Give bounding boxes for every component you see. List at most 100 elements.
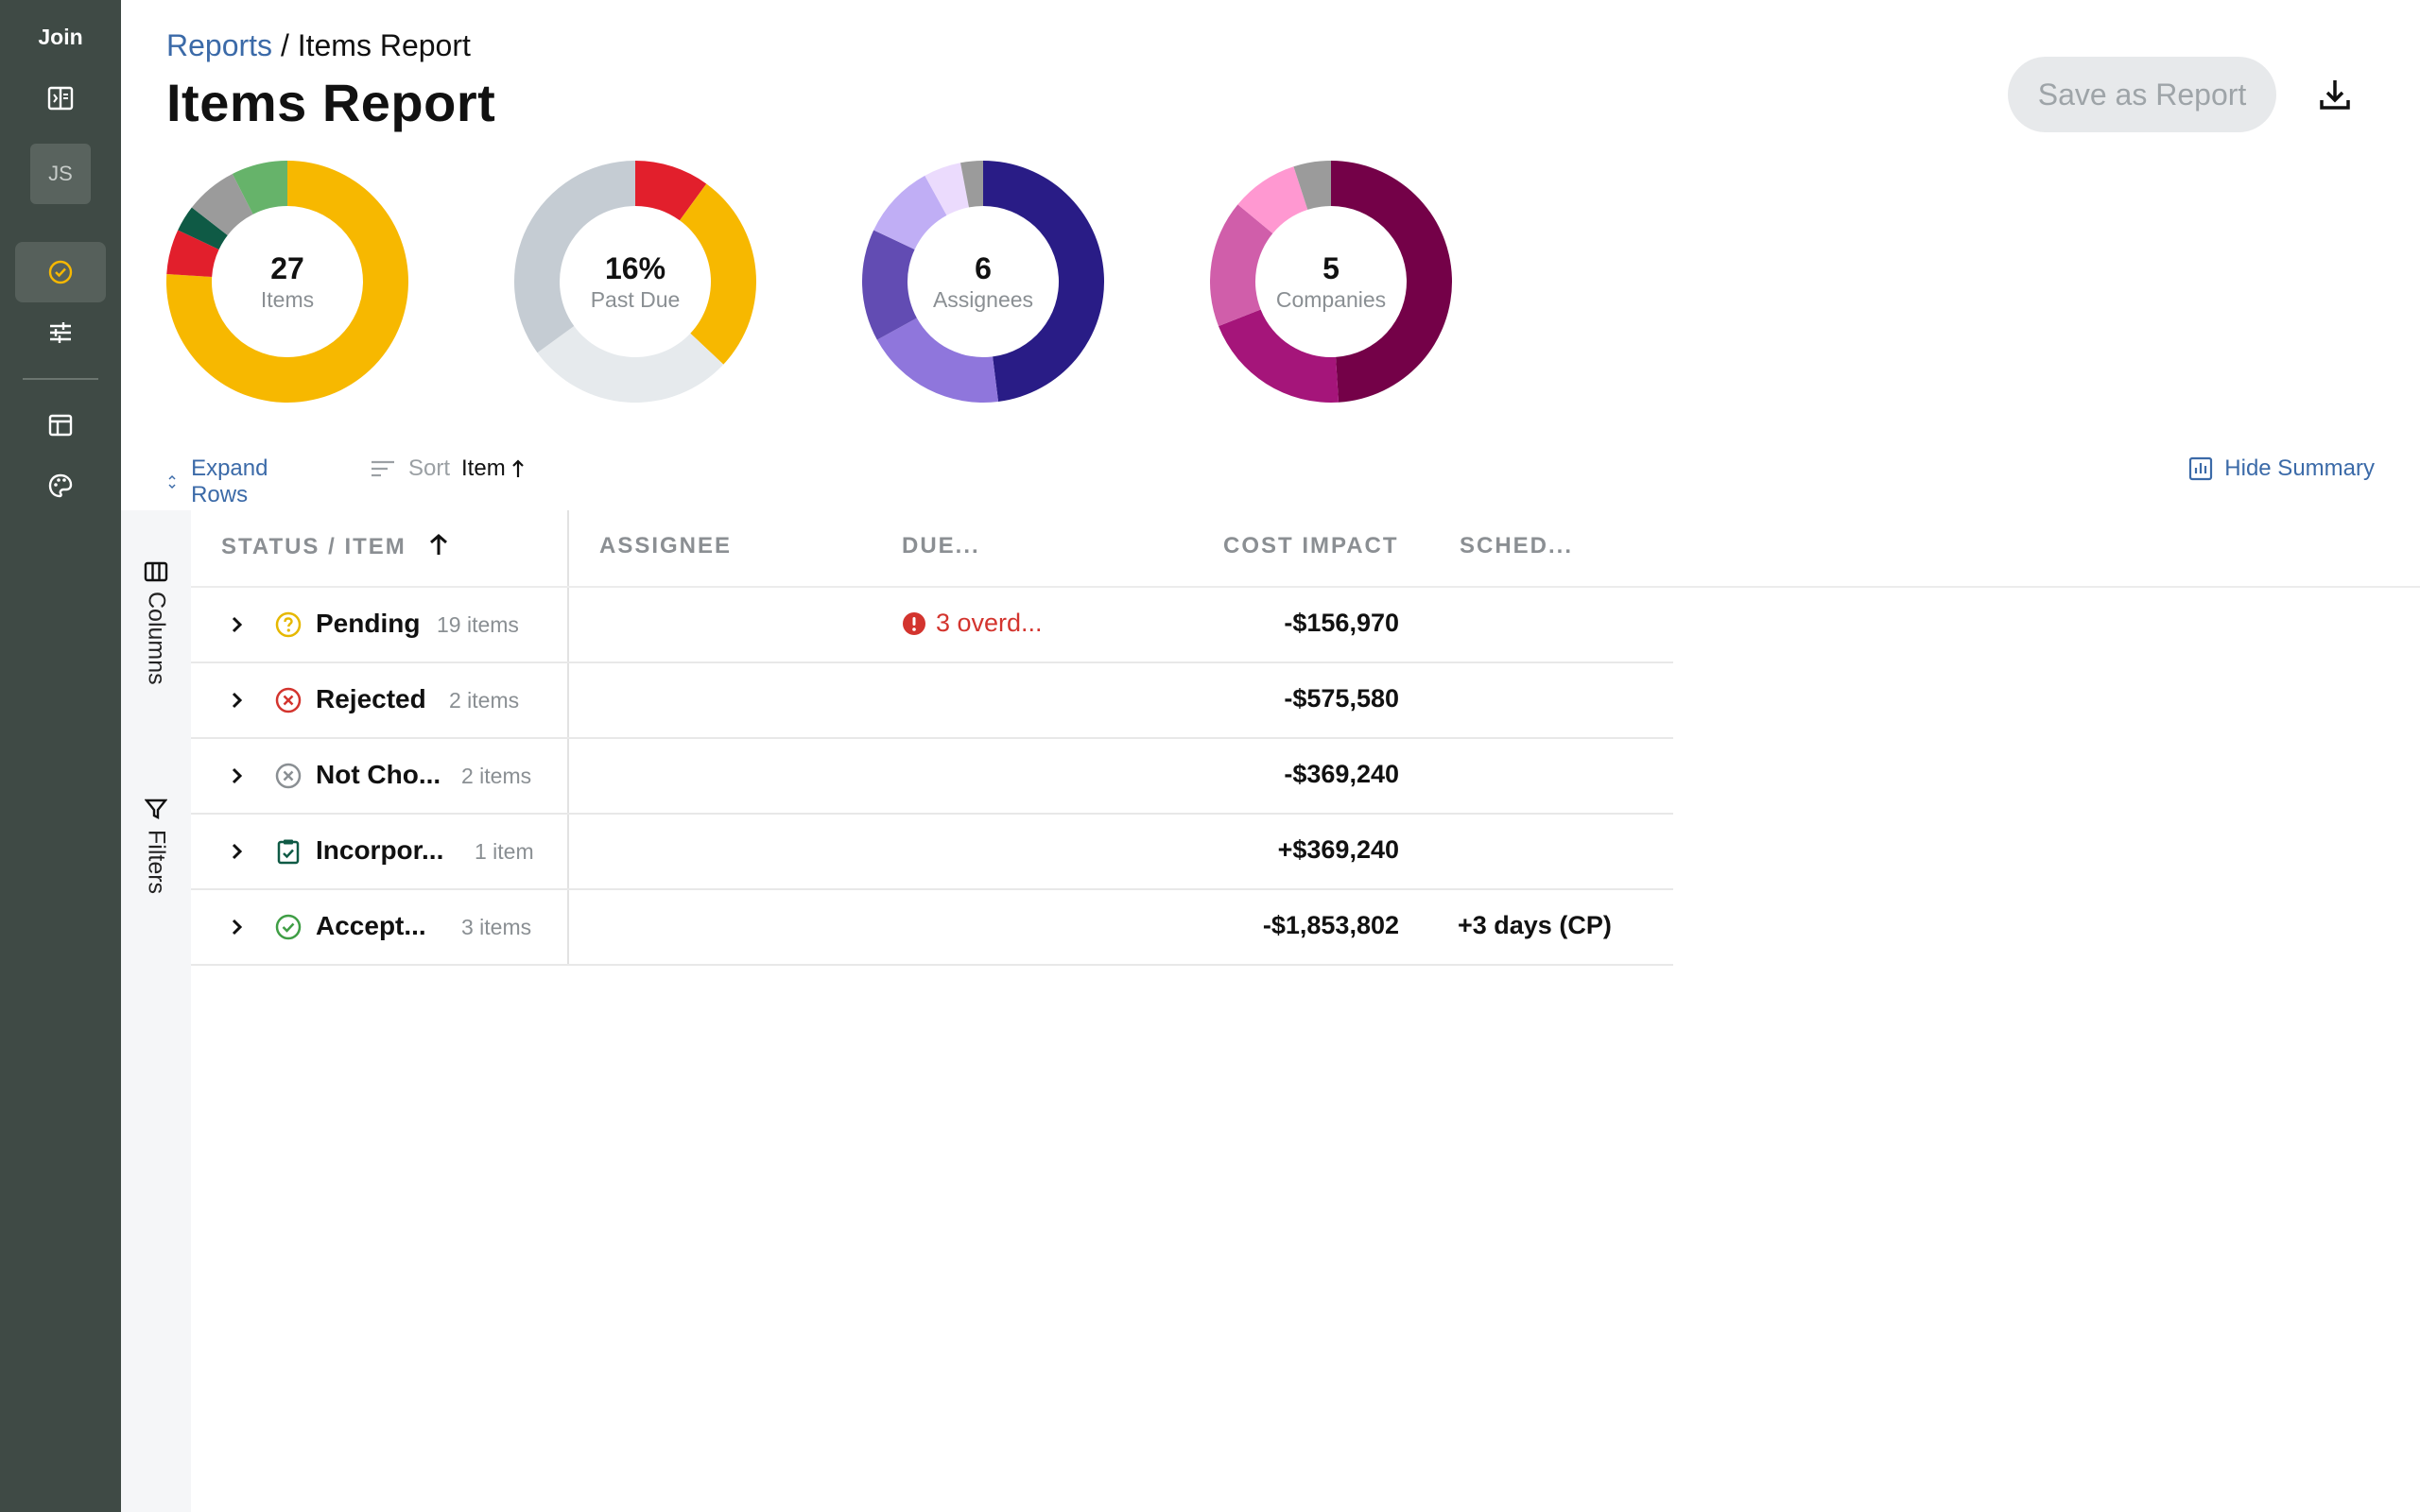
donut-value: 27 <box>270 251 304 285</box>
columns-label: Columns <box>143 592 170 685</box>
chevron-right-icon[interactable] <box>225 686 250 714</box>
table-row[interactable]: Pending 19 items 3 overd... -$156,970 <box>191 588 1673 663</box>
donut-ring <box>514 161 756 403</box>
donut-segment[interactable] <box>191 173 253 235</box>
hide-summary-label: Hide Summary <box>2224 455 2375 481</box>
chevron-right-icon[interactable] <box>225 610 250 639</box>
filters-label: Filters <box>143 830 170 895</box>
donut-companies[interactable]: 5 Companies <box>1210 161 1452 403</box>
donut-segment[interactable] <box>983 161 1104 402</box>
columns-toggle[interactable]: Columns <box>121 561 191 685</box>
donut-segment[interactable] <box>1331 161 1452 403</box>
page-title: Items Report <box>166 73 496 132</box>
check-circle-icon[interactable] <box>42 253 79 291</box>
donut-assignees[interactable]: 6 Assignees <box>862 161 1104 403</box>
donut-segment[interactable] <box>232 161 287 215</box>
sort-ascending-arrow-icon <box>511 459 524 477</box>
sort-value: Item <box>461 455 506 481</box>
breadcrumb-current: Items Report <box>297 28 471 62</box>
rejected-x-icon <box>275 687 302 713</box>
app-sidebar: Join JS <box>0 0 121 1512</box>
donut-segment[interactable] <box>862 230 917 340</box>
header-status-item[interactable]: STATUS / ITEM <box>221 533 450 560</box>
sort-up-arrow-icon <box>430 534 448 555</box>
hide-summary-button[interactable]: Hide Summary <box>2188 455 2375 482</box>
donut-segment[interactable] <box>166 230 219 277</box>
item-count: 2 items <box>449 688 520 713</box>
table-row[interactable]: Rejected 2 items -$575,580 <box>191 663 1673 739</box>
header-cost-impact[interactable]: COST IMPACT <box>1223 533 1399 558</box>
donut-segment[interactable] <box>1293 161 1331 210</box>
side-rail: Columns Filters <box>121 510 191 1512</box>
table-row[interactable]: Accept... 3 items -$1,853,802 +3 days (C… <box>191 890 1673 966</box>
breadcrumb-link-reports[interactable]: Reports <box>166 28 273 62</box>
status-name: Accept... <box>316 911 426 940</box>
donut-items[interactable]: 27 Items <box>166 161 408 403</box>
sort-control[interactable]: Sort Item <box>371 455 525 482</box>
incorporated-clipboard-icon <box>277 839 300 865</box>
chevron-right-icon[interactable] <box>225 837 250 866</box>
donut-segment[interactable] <box>1218 309 1340 403</box>
header-status-item-label: STATUS / ITEM <box>221 534 406 559</box>
chevron-right-icon[interactable] <box>225 913 250 941</box>
table-row[interactable]: Not Cho... 2 items -$369,240 <box>191 739 1673 815</box>
brand-logo[interactable]: Join <box>38 25 83 49</box>
donut-value: 5 <box>1322 251 1340 285</box>
donut-segment[interactable] <box>680 183 756 365</box>
header-due[interactable]: DUE... <box>902 533 980 558</box>
donut-ring <box>166 161 408 403</box>
cost-impact: -$1,853,802 <box>1262 911 1399 939</box>
filter-icon <box>145 799 167 819</box>
item-count: 2 items <box>461 764 532 788</box>
donut-segment[interactable] <box>514 161 635 353</box>
alert-icon <box>903 611 925 635</box>
schedule-impact: +3 days (CP) <box>1458 911 1612 939</box>
donut-past-due[interactable]: 16% Past Due <box>514 161 756 403</box>
status-name: Pending <box>316 609 421 638</box>
donut-label: Past Due <box>590 287 681 312</box>
cost-impact: -$575,580 <box>1284 684 1399 713</box>
sidebar-toggle-icon[interactable] <box>42 79 79 117</box>
due-overdue: 3 overd... <box>902 609 1043 638</box>
item-count: 3 items <box>461 915 532 939</box>
expand-rows-button[interactable]: Expand Rows <box>166 455 275 508</box>
status-name: Rejected <box>316 684 426 713</box>
sidebar-divider <box>23 378 98 380</box>
donut-segment[interactable] <box>1210 204 1273 327</box>
user-avatar[interactable]: JS <box>30 144 91 204</box>
donut-segment[interactable] <box>166 161 408 403</box>
item-count: 1 item <box>475 839 534 864</box>
donut-label: Assignees <box>932 287 1034 312</box>
expand-rows-label: Expand Rows <box>191 455 268 507</box>
donut-segment[interactable] <box>635 161 707 221</box>
donut-segment[interactable] <box>537 326 724 403</box>
sliders-icon[interactable] <box>42 314 79 352</box>
donut-value: 6 <box>975 251 992 285</box>
donut-segment[interactable] <box>873 175 947 249</box>
donut-segment[interactable] <box>178 207 228 249</box>
cost-impact: -$156,970 <box>1284 609 1399 637</box>
download-icon[interactable] <box>2316 76 2354 113</box>
donut-segment[interactable] <box>925 163 970 215</box>
status-name: Incorpor... <box>316 835 444 865</box>
donut-ring <box>862 161 1104 403</box>
donut-segment[interactable] <box>1237 166 1308 234</box>
donut-label: Items <box>260 287 315 312</box>
header-assignee[interactable]: ASSIGNEE <box>599 533 733 558</box>
columns-icon <box>144 561 168 582</box>
header-schedule[interactable]: SCHED... <box>1460 533 1574 558</box>
accepted-check-icon <box>275 914 302 940</box>
cost-impact: -$369,240 <box>1284 760 1399 788</box>
donut-ring <box>1210 161 1452 403</box>
table-row[interactable]: Incorpor... 1 item +$369,240 <box>191 815 1673 890</box>
save-as-report-button[interactable]: Save as Report <box>2008 57 2276 132</box>
header-separator <box>191 586 2420 588</box>
palette-icon[interactable] <box>42 467 79 505</box>
chevron-right-icon[interactable] <box>225 762 250 790</box>
donut-segment[interactable] <box>960 161 983 208</box>
table-icon[interactable] <box>42 406 79 444</box>
nav-item-items-active[interactable] <box>15 242 106 302</box>
sort-lines-icon <box>372 460 394 477</box>
donut-segment[interactable] <box>876 318 999 403</box>
filters-toggle[interactable]: Filters <box>121 798 191 894</box>
